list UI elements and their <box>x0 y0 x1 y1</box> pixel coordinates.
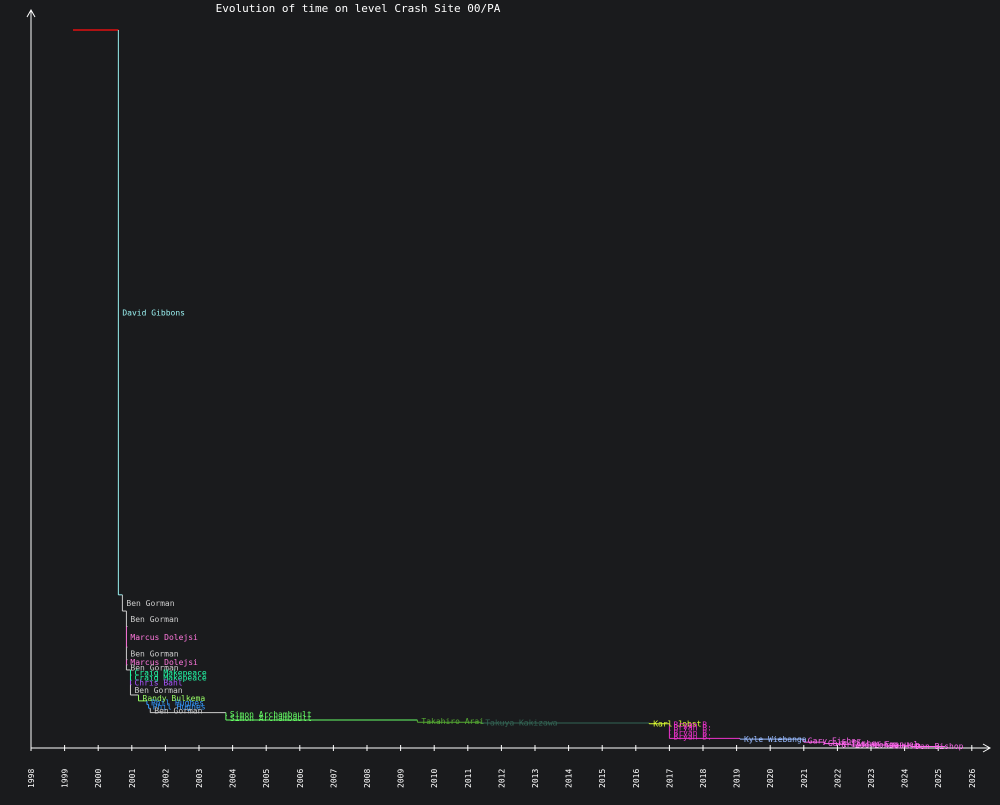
record-holder-label: Gary Fisher <box>828 739 881 748</box>
record-holder-label: Randy Bulkema <box>143 694 206 703</box>
x-tick-label: 2000 <box>94 769 103 788</box>
x-tick-label: 2011 <box>464 769 473 788</box>
record-holder-label: Kristian Emanuel <box>841 740 918 749</box>
record-holder-label: Simon Archambault <box>230 710 312 719</box>
record-holder-label: Craig Makepeace <box>134 669 206 678</box>
record-holder-label: Chris Bahl <box>134 678 182 687</box>
x-tick-label: 2020 <box>766 769 775 788</box>
record-holder-label: Karl Jobst <box>653 719 701 728</box>
record-holder-label: Ben Gorman <box>130 663 178 672</box>
record-holder-label: Ben Gorman <box>126 599 174 608</box>
record-holder-label: Kyle Wiebanga <box>744 735 807 744</box>
x-tick-label: 2019 <box>733 769 742 788</box>
x-tick-label: 2026 <box>968 769 977 788</box>
record-holder-label: Dan Bishop <box>915 742 963 751</box>
chart-axes <box>26 8 992 753</box>
record-holder-label: Simon Archambault <box>230 714 312 723</box>
record-holder-label: Zoe Lohse <box>855 741 899 750</box>
record-holder-label: Ben Gorman <box>134 686 182 695</box>
x-tick-label: 2022 <box>833 769 842 788</box>
x-tick-label: 2008 <box>363 769 372 788</box>
x-tick-label: 2021 <box>800 769 809 788</box>
record-holder-label: Craig Makepeace <box>134 674 206 683</box>
x-tick-label: 2018 <box>699 769 708 788</box>
y-axis-arrow <box>26 8 36 18</box>
x-tick-label: 1998 <box>27 769 36 788</box>
x-tick-label: 2007 <box>329 769 338 788</box>
record-holder-label: Marcus Dolejsi <box>130 633 198 642</box>
x-tick-label: 2010 <box>430 769 439 788</box>
x-tick-label: 2013 <box>531 769 540 788</box>
x-tick-label: 2016 <box>632 769 641 788</box>
record-holder-label: Bryan B. <box>673 733 712 742</box>
x-tick-label: 2004 <box>229 769 238 788</box>
x-tick-label: 2025 <box>934 769 943 788</box>
record-holder-label: Bryan B. <box>673 729 712 738</box>
x-tick-label: 2002 <box>161 769 170 788</box>
record-holder-label: Takuya Kakizawa <box>485 719 557 728</box>
x-tick-label: 2006 <box>296 769 305 788</box>
record-series <box>73 29 945 748</box>
record-holder-label: Ben Gorman <box>154 706 202 715</box>
x-tick-label: 2001 <box>128 769 137 788</box>
record-holder-label: Gunlum <box>892 741 921 750</box>
chart-title: Evolution of time on level Crash Site 00… <box>216 2 501 15</box>
x-tick-label: 2024 <box>901 769 910 788</box>
record-holder-label: Gary Fisher <box>808 737 861 746</box>
x-tick-label: 2014 <box>565 769 574 788</box>
record-holder-label: Phil Hughes <box>151 699 204 708</box>
x-axis-ticks: 1998 1999 2000 2001 2002 2003 2004 2005 2006 2007… <box>27 745 977 788</box>
x-tick-label: 2003 <box>195 769 204 788</box>
record-holder-label: Ben Gorman <box>130 615 178 624</box>
x-tick-label: 2015 <box>598 769 607 788</box>
record-holder-label: Phil Hughes <box>153 702 206 711</box>
x-tick-label: 2012 <box>497 769 506 788</box>
x-tick-label: 2023 <box>867 769 876 788</box>
record-holder-label: Takahiro Arai <box>421 717 484 726</box>
record-holder-label: Bryan B. <box>673 724 712 733</box>
x-tick-label: 1999 <box>61 769 70 788</box>
record-holder-label: Bryan B. <box>673 720 712 729</box>
x-tick-label: 2009 <box>397 769 406 788</box>
x-tick-label: 2005 <box>262 769 271 788</box>
record-holder-label: Marcus Dolejsi <box>130 658 198 667</box>
record-holder-label: David Gibbons <box>122 308 185 317</box>
record-holder-label: Ben Gorman <box>130 649 178 658</box>
x-axis-arrow <box>982 743 992 753</box>
x-tick-label: 2017 <box>665 769 674 788</box>
